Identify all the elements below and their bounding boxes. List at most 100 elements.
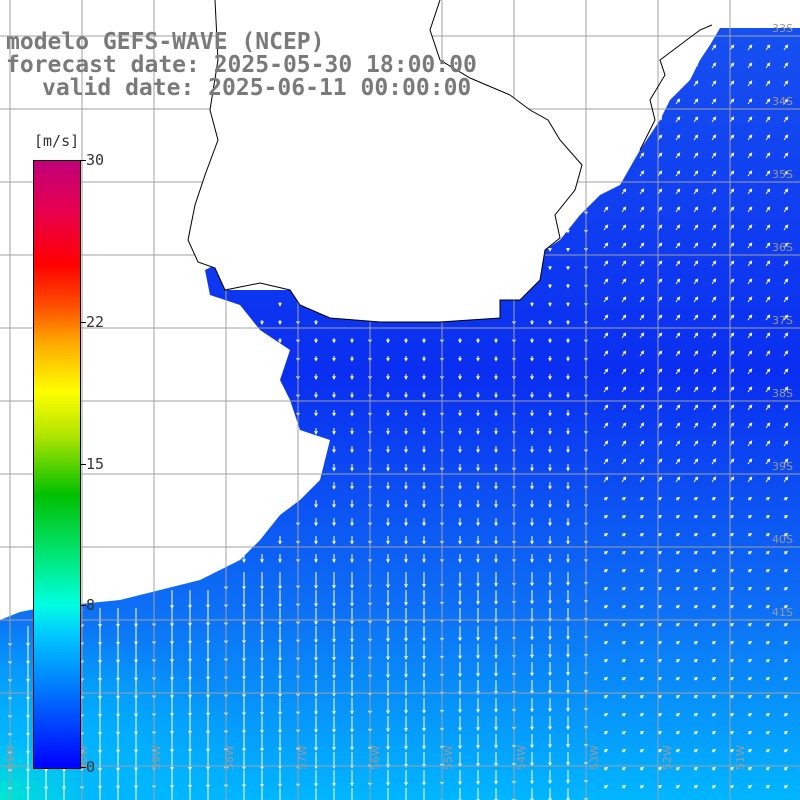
wind-arrow — [693, 224, 699, 231]
wind-arrow — [729, 314, 735, 321]
wind-arrow — [206, 590, 210, 609]
wind-arrow — [765, 532, 771, 537]
wind-arrow — [188, 626, 192, 645]
wind-arrow — [603, 422, 609, 429]
wind-arrow — [603, 748, 609, 753]
wind-arrow — [494, 428, 498, 435]
wind-arrow — [621, 206, 627, 213]
wind-arrow — [314, 626, 318, 644]
wind-arrow — [621, 496, 627, 501]
wind-arrow — [693, 532, 699, 537]
wind-arrow — [639, 514, 645, 519]
wind-arrow — [422, 392, 426, 399]
latitude-label: 35S — [772, 168, 793, 181]
wind-arrow — [603, 458, 609, 465]
wind-arrow — [350, 554, 354, 563]
wind-arrow — [332, 500, 336, 509]
wind-arrow — [404, 734, 408, 750]
wind-arrow — [657, 242, 663, 249]
wind-arrow — [639, 658, 645, 663]
wind-arrow — [278, 554, 282, 563]
wind-arrow — [404, 770, 408, 786]
wind-arrow — [530, 554, 534, 563]
wind-arrow — [711, 586, 717, 591]
wind-arrow — [621, 404, 627, 411]
wind-arrow — [476, 590, 480, 606]
wind-arrow — [548, 626, 552, 641]
wind-arrow — [458, 680, 462, 696]
wind-arrow — [350, 428, 354, 435]
wind-arrow — [657, 514, 663, 519]
wind-arrow — [603, 712, 609, 717]
wind-arrow — [693, 62, 699, 69]
wind-arrow — [657, 188, 663, 195]
wind-arrow — [548, 770, 552, 785]
wind-arrow — [548, 698, 552, 713]
wind-arrow — [332, 608, 336, 625]
colorbar-tick-label: 30 — [86, 151, 105, 169]
wind-arrow — [170, 698, 174, 717]
wind-arrow — [566, 698, 570, 712]
wind-arrow — [566, 392, 570, 399]
wind-arrow — [530, 302, 534, 307]
wind-arrow — [422, 752, 426, 768]
wind-arrow — [350, 734, 354, 751]
wind-arrow — [314, 356, 318, 362]
wind-arrow — [603, 604, 609, 609]
wind-arrow — [639, 350, 645, 357]
longitude-label: 58W — [223, 745, 236, 770]
wind-arrow — [566, 229, 570, 234]
wind-arrow — [657, 550, 663, 555]
wind-arrow — [422, 536, 426, 545]
wind-arrow — [332, 374, 336, 380]
wind-arrow — [260, 770, 264, 788]
wind-arrow — [566, 608, 570, 622]
wind-arrow — [242, 662, 246, 680]
wind-arrow — [548, 284, 552, 289]
wind-arrow — [494, 356, 498, 362]
wind-arrow — [657, 658, 663, 663]
wind-arrow — [530, 338, 534, 344]
wind-arrow — [458, 590, 462, 606]
wind-arrow — [747, 242, 753, 249]
wind-arrow — [693, 134, 699, 141]
wind-arrow — [711, 766, 717, 771]
wind-arrow — [747, 658, 753, 663]
wind-arrow — [242, 572, 246, 590]
wind-arrow — [422, 554, 426, 563]
wind-arrow — [711, 676, 717, 681]
wind-arrow — [747, 532, 753, 537]
wind-arrow — [404, 446, 408, 454]
wind-arrow — [765, 332, 771, 339]
wind-arrow — [711, 440, 717, 447]
wind-arrow — [675, 368, 681, 375]
wind-arrow — [422, 464, 426, 472]
wind-arrow — [783, 676, 789, 681]
wind-arrow — [747, 784, 753, 789]
wind-arrow — [566, 320, 570, 326]
wind-arrow — [476, 572, 480, 588]
wind-arrow — [639, 188, 645, 195]
wind-arrow — [639, 170, 645, 177]
wind-arrow — [639, 766, 645, 771]
longitude-label: 55W — [442, 745, 455, 770]
wind-arrow — [783, 98, 789, 105]
wind-arrow — [729, 622, 735, 627]
wind-arrow — [621, 350, 627, 357]
wind-arrow — [188, 698, 192, 717]
wind-arrow — [693, 242, 699, 249]
wind-arrow — [711, 224, 717, 231]
wind-arrow — [332, 410, 336, 417]
wind-arrow — [711, 748, 717, 753]
wind-arrow — [242, 734, 246, 752]
wind-arrow — [476, 644, 480, 660]
wind-arrow — [729, 748, 735, 753]
wind-arrow — [765, 622, 771, 627]
wind-arrow — [458, 662, 462, 678]
wind-arrow — [639, 748, 645, 753]
wind-arrow — [657, 730, 663, 735]
wind-arrow — [170, 734, 174, 753]
wind-arrow — [530, 644, 534, 659]
wind-arrow — [494, 680, 498, 695]
wind-arrow — [783, 134, 789, 141]
